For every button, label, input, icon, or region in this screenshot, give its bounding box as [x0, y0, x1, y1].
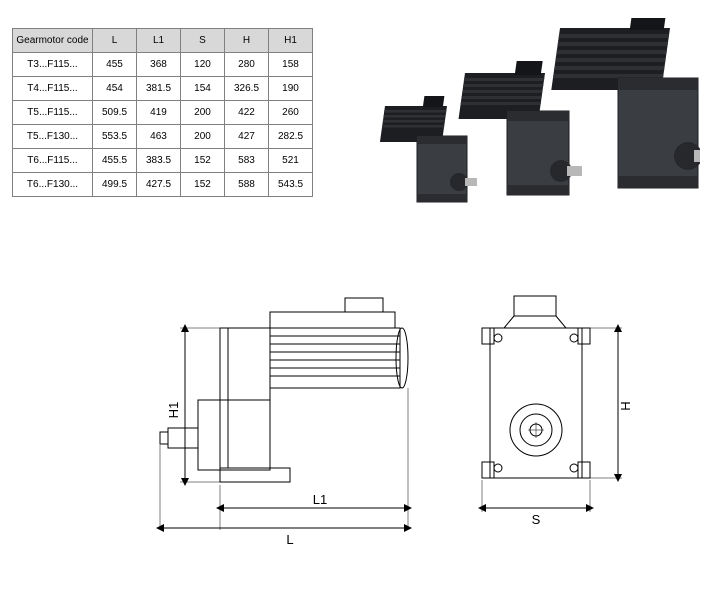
- cell: T5...F130...: [13, 125, 93, 149]
- cell: T4...F115...: [13, 77, 93, 101]
- table-row: T3...F115... 455 368 120 280 158: [13, 53, 313, 77]
- cell: 280: [225, 53, 269, 77]
- cell: 553.5: [93, 125, 137, 149]
- cell: 120: [181, 53, 225, 77]
- cell: 583: [225, 149, 269, 173]
- cell: 454: [93, 77, 137, 101]
- cell: 509.5: [93, 101, 137, 125]
- cell: 282.5: [269, 125, 313, 149]
- cell: 368: [137, 53, 181, 77]
- table-row: T6...F115... 455.5 383.5 152 583 521: [13, 149, 313, 173]
- cell: 383.5: [137, 149, 181, 173]
- cell: 419: [137, 101, 181, 125]
- cell: 190: [269, 77, 313, 101]
- cell: T3...F115...: [13, 53, 93, 77]
- dim-label-H1: H1: [166, 402, 181, 419]
- table-row: T4...F115... 454 381.5 154 326.5 190: [13, 77, 313, 101]
- col-header: L: [93, 29, 137, 53]
- cell: 260: [269, 101, 313, 125]
- cell: 427: [225, 125, 269, 149]
- cell: 499.5: [93, 173, 137, 197]
- col-header: L1: [137, 29, 181, 53]
- cell: T6...F130...: [13, 173, 93, 197]
- cell: 422: [225, 101, 269, 125]
- table-row: T5...F115... 509.5 419 200 422 260: [13, 101, 313, 125]
- col-header: H: [225, 29, 269, 53]
- technical-drawings: H1 L1 L: [130, 290, 685, 580]
- dim-label-L1: L1: [313, 492, 327, 507]
- cell: 455: [93, 53, 137, 77]
- col-header: H1: [269, 29, 313, 53]
- table-header-row: Gearmotor code L L1 S H H1: [13, 29, 313, 53]
- cell: 588: [225, 173, 269, 197]
- col-header: Gearmotor code: [13, 29, 93, 53]
- cell: 463: [137, 125, 181, 149]
- dim-label-S: S: [532, 512, 541, 527]
- table-row: T5...F130... 553.5 463 200 427 282.5: [13, 125, 313, 149]
- table-row: T6...F130... 499.5 427.5 152 588 543.5: [13, 173, 313, 197]
- dimensions-table-wrap: Gearmotor code L L1 S H H1 T3...F115... …: [12, 28, 313, 197]
- dimensions-table: Gearmotor code L L1 S H H1 T3...F115... …: [12, 28, 313, 197]
- cell: 521: [269, 149, 313, 173]
- cell: 154: [181, 77, 225, 101]
- cell: 158: [269, 53, 313, 77]
- cell: 455.5: [93, 149, 137, 173]
- cell: T5...F115...: [13, 101, 93, 125]
- cell: 427.5: [137, 173, 181, 197]
- dim-label-L: L: [286, 532, 293, 547]
- cell: 200: [181, 101, 225, 125]
- cell: 543.5: [269, 173, 313, 197]
- cell: T6...F115...: [13, 149, 93, 173]
- cell: 326.5: [225, 77, 269, 101]
- cell: 381.5: [137, 77, 181, 101]
- drawings-svg-icon: H1 L1 L: [130, 290, 685, 580]
- product-photo: [370, 18, 700, 218]
- gearmotor-render-icon: [370, 18, 700, 218]
- cell: 200: [181, 125, 225, 149]
- dim-label-H: H: [618, 401, 633, 410]
- cell: 152: [181, 149, 225, 173]
- col-header: S: [181, 29, 225, 53]
- cell: 152: [181, 173, 225, 197]
